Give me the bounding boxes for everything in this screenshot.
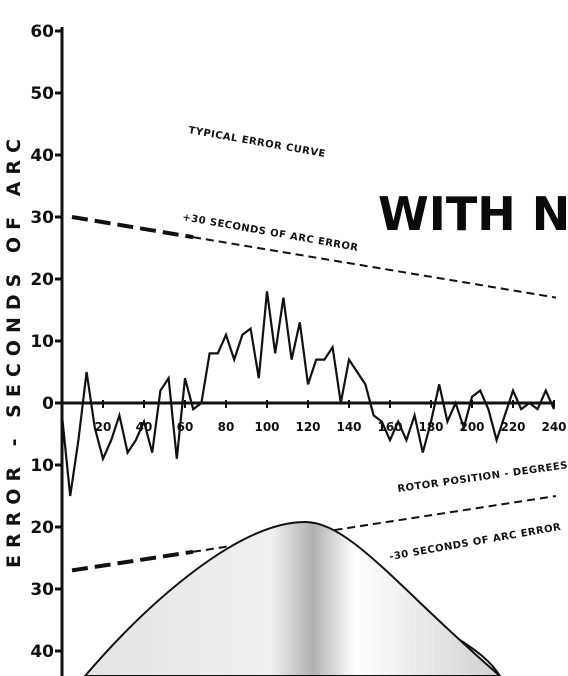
y-tick-label: 40	[30, 642, 54, 662]
series	[60, 291, 556, 497]
y-tick-label: 10	[30, 456, 54, 476]
x-tick-label: 120	[295, 420, 320, 434]
y-tick-label: 20	[30, 518, 54, 538]
y-tick-label: 50	[30, 84, 54, 104]
chart-title: TYPICAL ERROR CURVE	[187, 125, 326, 160]
x-tick-label: 100	[254, 420, 279, 434]
lower-limit-line-heavy	[71, 549, 194, 573]
limit-lines	[71, 215, 557, 573]
x-tick-label: 240	[541, 420, 566, 434]
y-tick-label: 60	[30, 22, 54, 42]
upper-limit-annotation: +30 SECONDS OF ARC ERROR	[181, 212, 359, 254]
x-axis-label: ROTOR POSITION - DEGREES	[397, 460, 568, 495]
lower-limit-annotation: -30 SECONDS OF ARC ERROR	[389, 522, 563, 563]
y-tick-label: 30	[30, 580, 54, 600]
x-tick-label: 140	[336, 420, 361, 434]
y-tick-label: 10	[30, 332, 54, 352]
error-series-line	[60, 291, 556, 497]
lower-limit-line	[192, 495, 557, 553]
x-tick-label: 220	[500, 420, 525, 434]
x-tick-label: 20	[95, 420, 112, 434]
upper-limit-line-heavy	[71, 215, 194, 240]
upper-limit-line	[192, 236, 557, 299]
y-tick-label: 20	[30, 270, 54, 290]
headline-text: WITH N	[378, 187, 568, 241]
x-tick-label: 180	[418, 420, 443, 434]
motor-housing-shape	[83, 520, 502, 676]
y-tick-label: 0	[42, 394, 54, 414]
y-tick-label: 40	[30, 146, 54, 166]
y-axis-label: ERROR - SECONDS OF ARC	[3, 132, 25, 568]
y-tick-label: 30	[30, 208, 54, 228]
x-tick-label: 80	[218, 420, 235, 434]
